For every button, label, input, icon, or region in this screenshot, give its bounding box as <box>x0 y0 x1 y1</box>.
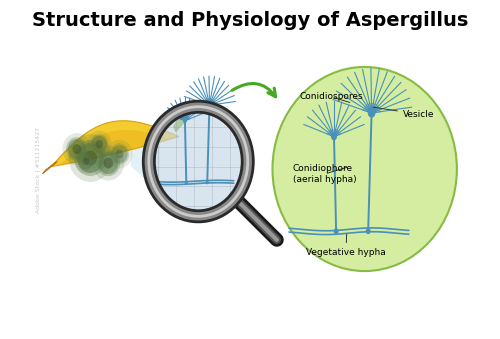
Circle shape <box>110 143 130 165</box>
Circle shape <box>75 149 96 174</box>
Text: Conidiospores: Conidiospores <box>300 92 363 102</box>
Circle shape <box>69 134 112 182</box>
Circle shape <box>92 136 107 153</box>
Circle shape <box>92 145 124 181</box>
Circle shape <box>116 149 124 159</box>
Circle shape <box>87 131 112 158</box>
Circle shape <box>149 107 248 216</box>
Circle shape <box>272 67 457 271</box>
Text: Structure and Physiology of Aspergillus: Structure and Physiology of Aspergillus <box>32 11 468 30</box>
Polygon shape <box>131 129 160 192</box>
Ellipse shape <box>366 228 370 234</box>
Ellipse shape <box>184 181 188 184</box>
Circle shape <box>78 153 94 171</box>
Ellipse shape <box>334 228 338 234</box>
Text: Conidiophore
(aerial hypha): Conidiophore (aerial hypha) <box>292 164 356 184</box>
Circle shape <box>77 143 104 173</box>
Circle shape <box>68 139 86 159</box>
Ellipse shape <box>183 118 187 123</box>
Text: Vesicle: Vesicle <box>374 107 434 119</box>
Circle shape <box>106 140 132 168</box>
Circle shape <box>82 158 89 165</box>
Text: Vegetative hypha: Vegetative hypha <box>306 234 386 257</box>
Circle shape <box>84 151 97 165</box>
Ellipse shape <box>368 108 376 118</box>
Circle shape <box>74 140 106 176</box>
Polygon shape <box>42 161 58 174</box>
FancyArrowPatch shape <box>232 83 276 97</box>
Circle shape <box>62 133 91 165</box>
Ellipse shape <box>331 133 337 140</box>
Circle shape <box>66 137 88 161</box>
Circle shape <box>104 158 114 168</box>
Circle shape <box>72 144 82 154</box>
Polygon shape <box>52 121 179 166</box>
Polygon shape <box>58 130 172 166</box>
Circle shape <box>96 140 103 148</box>
Text: Adobe Stock | #511215427: Adobe Stock | #511215427 <box>35 126 40 213</box>
Circle shape <box>98 152 118 174</box>
Circle shape <box>96 150 120 176</box>
Circle shape <box>90 134 108 154</box>
Ellipse shape <box>206 181 209 184</box>
Circle shape <box>112 145 128 163</box>
Polygon shape <box>174 108 190 132</box>
Circle shape <box>79 154 92 169</box>
Ellipse shape <box>207 102 212 108</box>
